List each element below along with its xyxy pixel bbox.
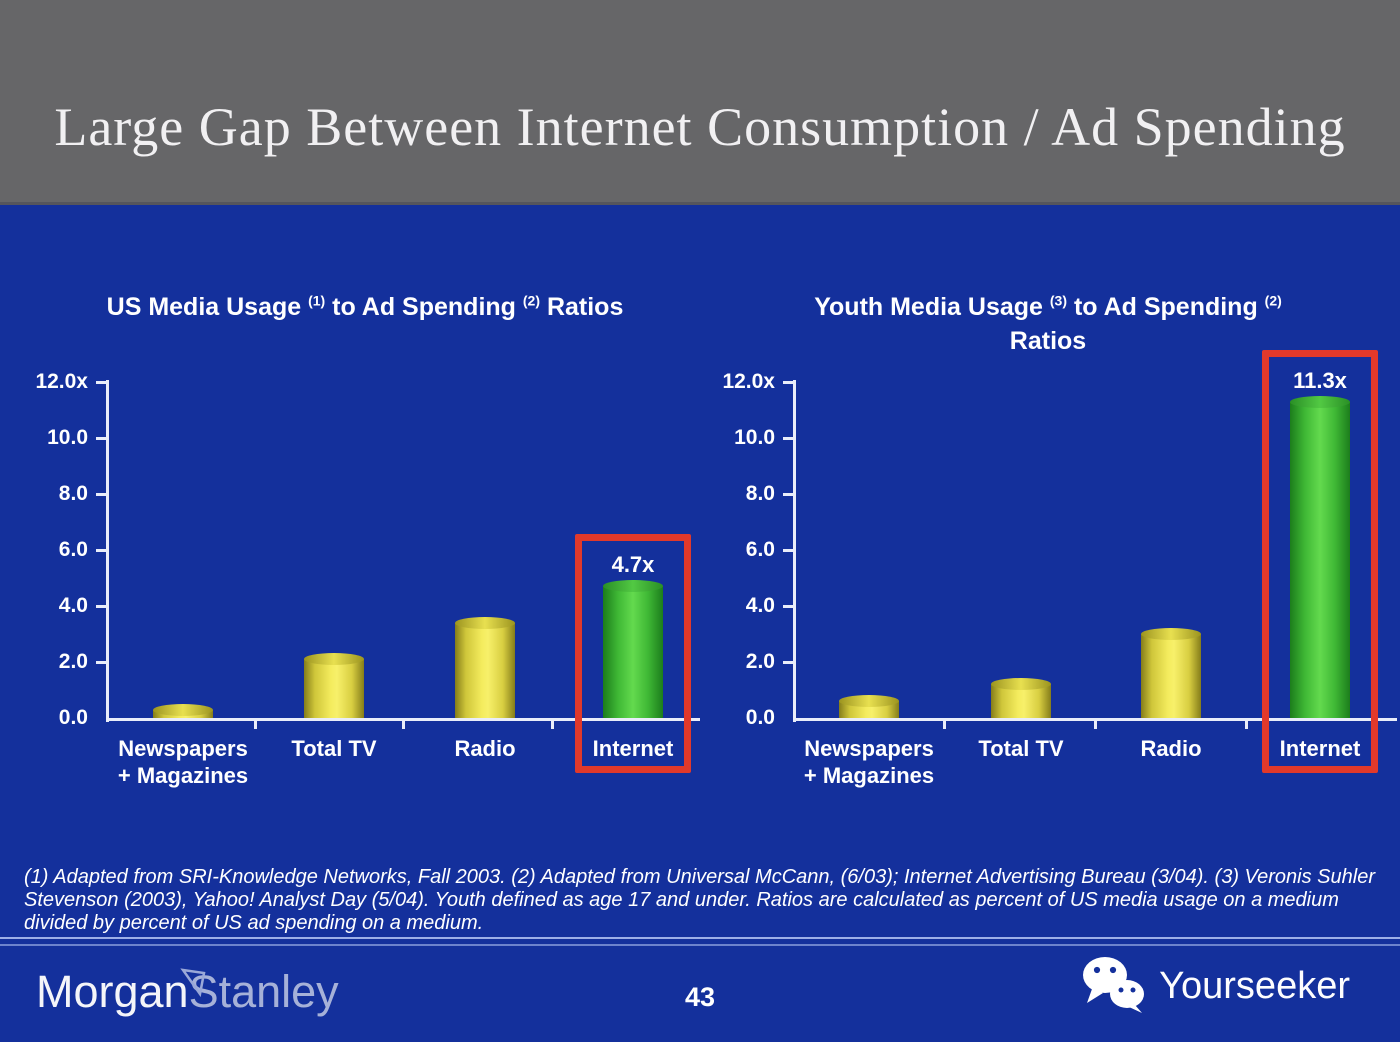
bar-internet (603, 586, 663, 718)
x-tick-mark (1245, 721, 1248, 729)
chart-title-superscript: (2) (522, 292, 540, 309)
bar-top-total-tv (991, 678, 1051, 691)
category-label-total-tv: Total TV (978, 736, 1064, 761)
y-tick-mark (96, 437, 106, 440)
y-tick-label: 10.0 (47, 426, 88, 449)
bar-internet (1290, 401, 1350, 718)
chart-title-left: US Media Usage (1) to Ad Spending (2) Ra… (45, 290, 685, 324)
brand-word-morgan: Morgan (36, 966, 189, 1017)
chart-title-superscript: (2) (1264, 292, 1282, 309)
category-label-internet: Internet (592, 736, 674, 761)
y-tick-label: 12.0x (35, 370, 88, 393)
x-tick-mark (402, 721, 405, 729)
category-label-total-tv: Total TV (291, 736, 377, 761)
page-number: 43 (684, 982, 716, 1012)
bar-radio (455, 622, 515, 718)
chart-title-text: Youth Media Usage (814, 293, 1050, 321)
x-tick-mark (943, 721, 946, 729)
y-tick-mark (783, 549, 793, 552)
watermark-label: Yourseeker (1159, 964, 1350, 1007)
bar-top-internet (603, 580, 663, 593)
chart-title-line2: Ratios (1009, 327, 1087, 355)
brand-word-stanley: Stanley (188, 966, 339, 1017)
y-tick-mark (96, 549, 106, 552)
category-label-radio: Radio (454, 736, 516, 761)
bar-top-internet (1290, 395, 1350, 408)
bar-value-label: 4.7x (611, 552, 655, 578)
highlight-box-internet (1262, 349, 1378, 773)
title-band (0, 0, 1400, 205)
footer-divider (0, 937, 1400, 946)
y-tick-label: 10.0 (734, 426, 775, 449)
y-tick-mark (96, 605, 106, 608)
y-tick-label: 4.0 (745, 594, 775, 617)
y-tick-label: 0.0 (58, 706, 88, 729)
x-axis-right (793, 718, 1397, 721)
x-tick-mark (253, 721, 257, 729)
y-tick-mark (783, 381, 793, 384)
watermark: Yourseeker (1081, 956, 1350, 1016)
y-tick-label: 8.0 (745, 482, 775, 505)
y-tick-label: 6.0 (745, 538, 775, 561)
y-tick-mark (783, 493, 793, 496)
bar-top-newspapers (153, 703, 213, 716)
triangle-flag-icon (176, 956, 208, 1008)
y-tick-label: 4.0 (58, 594, 88, 617)
x-tick-mark (550, 721, 554, 729)
bar-top-total-tv (304, 653, 364, 666)
y-axis-left (106, 380, 109, 722)
slide-title: Large Gap Between Internet Consumption /… (54, 97, 1346, 157)
x-axis-left (106, 718, 700, 721)
y-tick-mark (96, 661, 106, 664)
category-label-newspapers: Newspapers + Magazines (803, 736, 935, 788)
y-tick-label: 2.0 (745, 650, 775, 673)
chart-title-superscript: (1) (308, 292, 326, 309)
y-axis-right (793, 380, 796, 722)
category-label-radio: Radio (1140, 736, 1202, 761)
category-label-newspapers: Newspapers + Magazines (117, 736, 249, 788)
y-tick-mark (783, 661, 793, 664)
x-tick-mark (1094, 721, 1097, 729)
highlight-box-internet (575, 534, 691, 773)
bar-top-newspapers (839, 695, 899, 708)
chart-title-text: to Ad Spending (1067, 293, 1265, 321)
bar-top-radio (1141, 628, 1201, 640)
y-tick-mark (783, 605, 793, 608)
y-tick-label: 2.0 (58, 650, 88, 673)
chart-title-superscript: (3) (1049, 292, 1068, 309)
chart-title-right: Youth Media Usage (3) to Ad Spending (2)… (768, 290, 1328, 358)
y-tick-label: 8.0 (58, 482, 88, 505)
y-tick-label: 12.0x (722, 370, 775, 393)
morgan-stanley-logo: MorganStanley (36, 966, 339, 1026)
wechat-icon (1081, 954, 1147, 1019)
bar-top-radio (455, 616, 515, 629)
y-tick-mark (96, 493, 106, 496)
y-tick-label: 6.0 (58, 538, 88, 561)
footnote-text: (1) Adapted from SRI-Knowledge Networks,… (24, 866, 1375, 934)
category-label-internet: Internet (1279, 736, 1361, 761)
bar-value-label: 11.3x (1293, 367, 1347, 393)
y-tick-mark (783, 437, 793, 440)
bar-radio (1141, 634, 1201, 718)
chart-title-text: Ratios (540, 293, 624, 321)
bar-total-tv (304, 659, 364, 718)
y-tick-label: 0.0 (745, 706, 775, 729)
chart-title-text: US Media Usage (106, 293, 309, 321)
y-tick-mark (96, 381, 106, 384)
chart-title-text: to Ad Spending (325, 293, 523, 321)
